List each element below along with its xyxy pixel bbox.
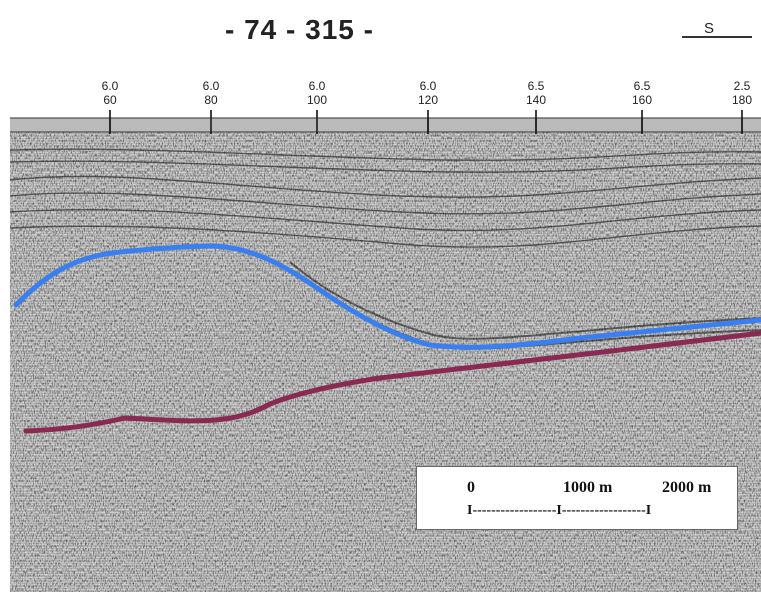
tick-top-value: 6.5 — [633, 79, 651, 93]
scale-label-2000: 2000 m — [662, 479, 712, 496]
trace-tick-strip — [10, 118, 761, 132]
tick-bottom-value: 160 — [631, 93, 653, 107]
direction-label: S — [704, 20, 715, 37]
tick-bottom-value: 60 — [103, 93, 117, 107]
tick-bottom-value: 80 — [204, 93, 218, 107]
direction-underline — [682, 36, 752, 38]
tick-top-value: 6.0 — [308, 79, 326, 93]
tick-top-value: 6.0 — [101, 79, 119, 93]
major-tick-marks — [109, 110, 743, 134]
upper-horizon-line — [13, 243, 761, 350]
profile-title: - 74 - 315 - — [225, 14, 374, 45]
tick-bottom-value: 140 — [525, 93, 547, 107]
scale-label-1000: 1000 m — [563, 479, 613, 496]
tick-top-value: 2.5 — [733, 79, 751, 93]
tick-bottom-value: 120 — [417, 93, 439, 107]
scale-bar-line: I------------------I------------------I — [467, 503, 652, 518]
scale-bar-legend: 0 1000 m 2000 m I------------------I----… — [416, 466, 738, 530]
tick-top-value: 6.0 — [419, 79, 437, 93]
tick-top-value: 6.0 — [202, 79, 220, 93]
tick-bottom-value: 180 — [731, 93, 753, 107]
reflector-band — [9, 148, 761, 248]
lower-horizon-line — [23, 330, 761, 434]
scale-label-zero: 0 — [467, 479, 475, 496]
tick-top-value: 6.5 — [527, 79, 545, 93]
tick-bottom-value: 100 — [306, 93, 328, 107]
